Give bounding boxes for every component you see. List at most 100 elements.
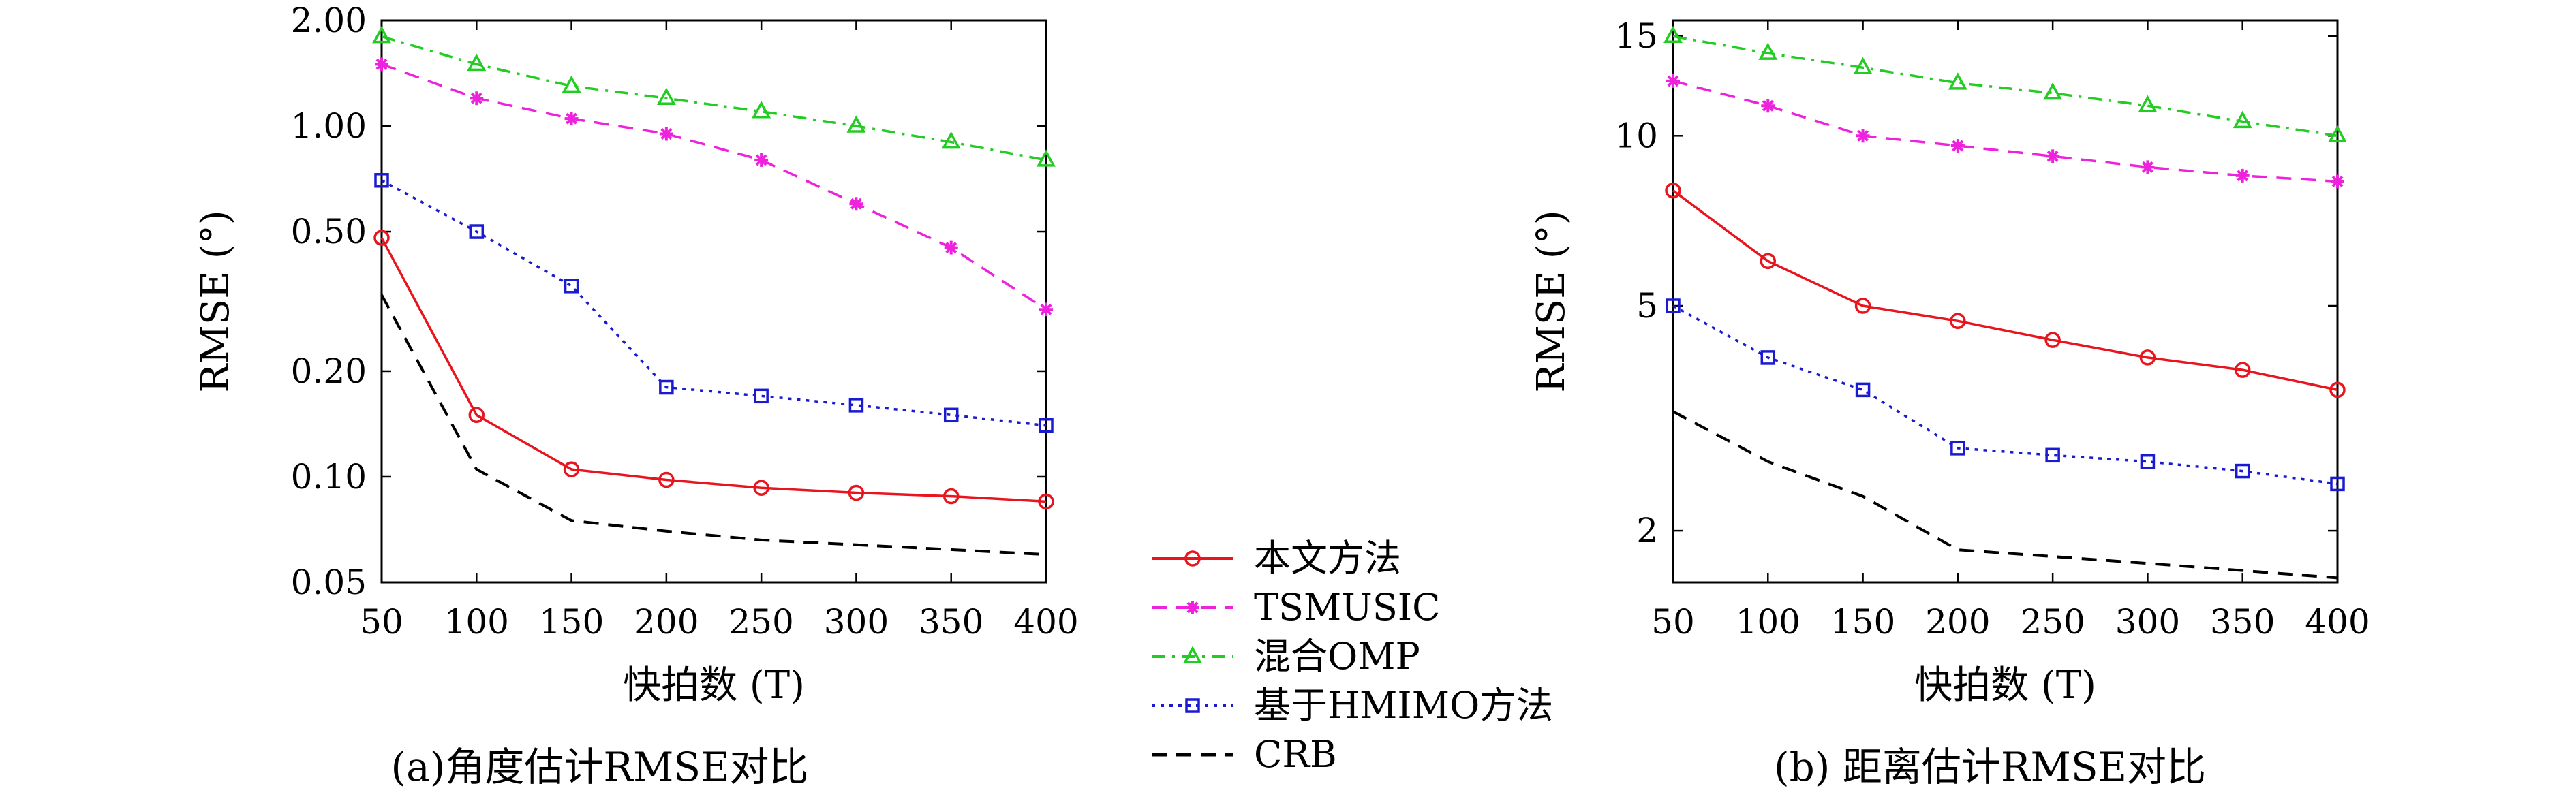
data-point	[1950, 313, 1966, 330]
data-point	[659, 127, 673, 141]
legend-marker	[1186, 601, 1199, 614]
caption-distance: (b) 距离估计RMSE对比	[1774, 744, 2206, 790]
x-tick-label: 50	[1651, 602, 1695, 642]
data-point	[2233, 110, 2252, 129]
y-tick-label: 1.00	[291, 106, 367, 146]
series-0	[373, 230, 1054, 510]
plot-frame	[1672, 19, 2339, 584]
data-point	[941, 131, 961, 149]
legend-entry: TSMUSIC	[1152, 586, 1440, 629]
data-point	[848, 484, 865, 501]
data-point	[1760, 253, 1777, 270]
data-point	[563, 461, 580, 477]
series-3	[1666, 298, 2345, 492]
x-tick-label: 200	[1925, 602, 1990, 642]
y-tick-label: 0.05	[291, 563, 367, 602]
series-line	[1672, 80, 2338, 183]
data-point	[2141, 160, 2155, 174]
series-line	[1672, 410, 2338, 580]
caption-angle: (a)角度估计RMSE对比	[391, 744, 809, 790]
data-point	[1854, 298, 1871, 314]
y-tick-label: 2.00	[291, 1, 367, 40]
data-point	[1758, 42, 1778, 60]
data-point	[944, 240, 958, 255]
data-point	[2138, 95, 2158, 113]
series-line	[381, 63, 1047, 311]
series-2	[1663, 25, 2347, 143]
data-point	[2234, 362, 2251, 378]
series-1	[1666, 74, 2344, 189]
data-point	[656, 87, 676, 105]
data-point	[1761, 99, 1775, 113]
series-2	[372, 25, 1056, 167]
data-point	[1760, 350, 1776, 365]
data-point	[2329, 381, 2346, 398]
data-point	[372, 25, 391, 44]
y-tick-label: 15	[1614, 16, 1658, 56]
data-point	[1037, 149, 1056, 167]
legend-label: CRB	[1254, 733, 1337, 776]
data-point	[1950, 139, 1965, 153]
series-4	[1672, 410, 2338, 580]
series-line	[380, 294, 1047, 556]
data-point	[562, 75, 581, 93]
legend-entry: 本文方法	[1152, 537, 1401, 580]
x-tick-label: 350	[2210, 602, 2275, 642]
x-tick-label: 150	[539, 602, 604, 642]
legend-label: 基于HMIMO方法	[1254, 684, 1553, 727]
series-4	[380, 294, 1047, 556]
series-line	[1672, 304, 2338, 486]
series-line	[1672, 35, 2338, 138]
data-point	[659, 379, 674, 395]
legend-marker	[1183, 646, 1202, 663]
x-tick-label: 300	[2115, 602, 2180, 642]
data-point	[469, 224, 485, 239]
x-tick-label: 200	[634, 602, 699, 642]
data-point	[658, 471, 675, 488]
y-axis-label: RMSE (°)	[1529, 210, 1574, 392]
data-point	[849, 197, 863, 211]
data-point	[846, 115, 866, 133]
data-point	[1853, 57, 1873, 75]
legend-entry: 基于HMIMO方法	[1152, 684, 1553, 727]
data-point	[2044, 332, 2061, 348]
series-line	[381, 179, 1047, 427]
legend-label: 本文方法	[1254, 537, 1401, 580]
data-point	[2140, 454, 2156, 469]
data-point	[754, 388, 769, 404]
x-axis-label: 快拍数 (T)	[1914, 663, 2096, 708]
data-point	[373, 230, 390, 246]
data-point	[1663, 25, 1683, 43]
data-point	[2330, 476, 2345, 492]
x-tick-label: 300	[824, 602, 889, 642]
y-tick-label: 5	[1636, 286, 1658, 326]
data-point	[1665, 182, 1681, 199]
legend-marker	[1185, 698, 1200, 713]
data-point	[2331, 174, 2344, 189]
legend-entry: CRB	[1152, 733, 1337, 776]
series-line	[380, 237, 1047, 503]
data-point	[1856, 129, 1870, 143]
series-line	[381, 35, 1047, 161]
data-point	[467, 53, 487, 72]
legend-label: 混合OMP	[1254, 635, 1420, 678]
y-tick-label: 0.20	[291, 351, 367, 391]
series-0	[1665, 182, 2346, 398]
y-tick-label: 2	[1636, 511, 1658, 550]
data-point	[1948, 72, 1967, 90]
data-point	[2139, 349, 2156, 366]
data-point	[1666, 298, 1681, 313]
y-tick-label: 0.10	[291, 457, 367, 497]
x-tick-label: 150	[1830, 602, 1895, 642]
chart-panel-angle: 50 100 150 200 250 300 350 400 0.05 0.10 0.20 0.50 1…	[194, 1, 1079, 708]
data-point	[1855, 382, 1871, 398]
y-tick-label: 10	[1614, 116, 1658, 155]
data-point	[564, 112, 579, 126]
data-point	[2046, 149, 2060, 163]
y-tick-label: 0.50	[291, 212, 367, 251]
data-point	[1039, 418, 1054, 433]
data-point	[848, 398, 864, 413]
y-axis-label: RMSE (°)	[194, 210, 238, 392]
x-tick-label: 50	[360, 602, 403, 642]
legend-label: TSMUSIC	[1254, 586, 1440, 629]
